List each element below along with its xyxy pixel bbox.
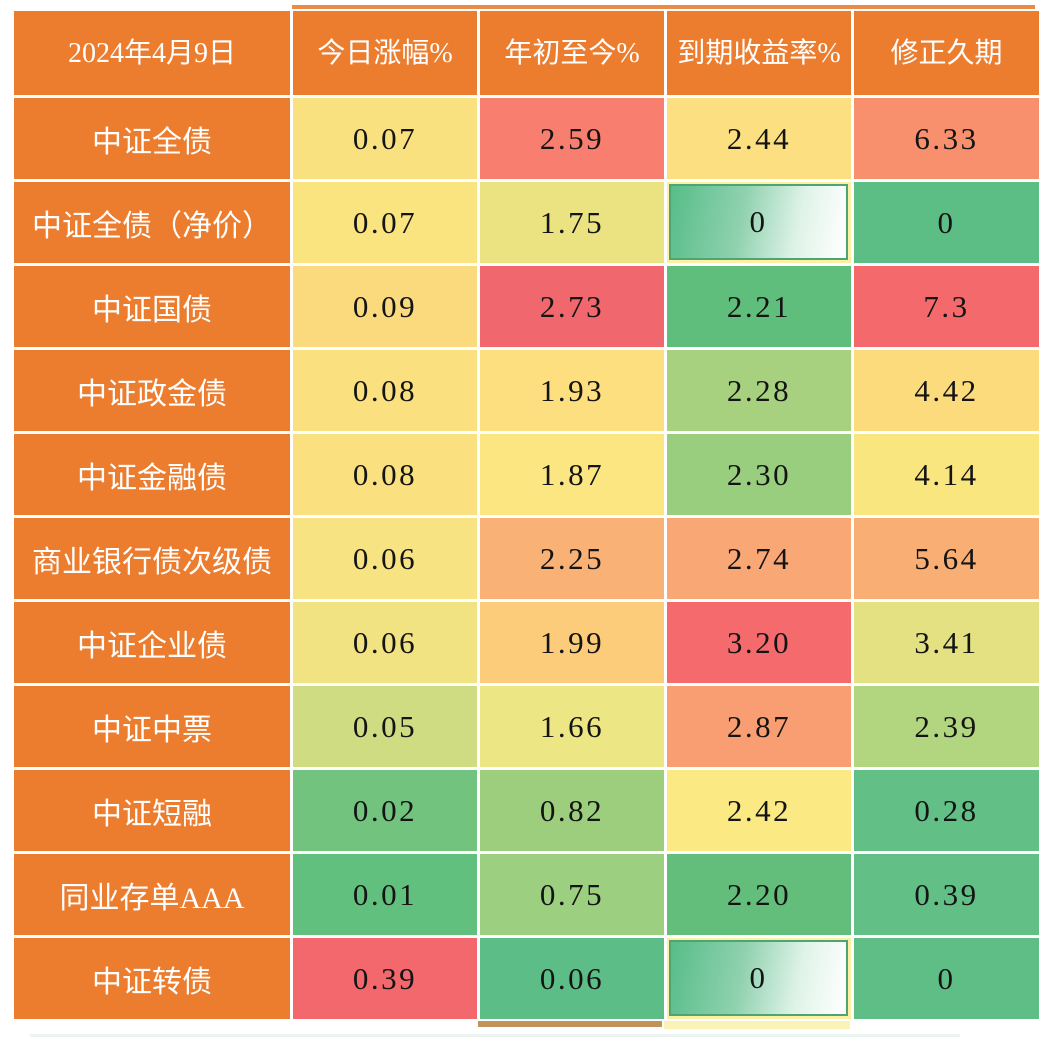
column-header-ytd: 年初至今% [480, 11, 664, 95]
value-cell: 2.21 [667, 266, 851, 347]
value-cell: 0.08 [293, 434, 477, 515]
gradient-bar-cell: 0 [667, 182, 851, 263]
gradient-data-bar: 0 [669, 940, 848, 1016]
value-cell: 2.39 [854, 686, 1039, 767]
value-cell: 1.93 [480, 350, 664, 431]
value-cell: 1.75 [480, 182, 664, 263]
gradient-bar-cell: 0 [667, 938, 851, 1019]
bond-index-table: 2024年4月9日 今日涨幅% 年初至今% 到期收益率% 修正久期 中证全债 0.… [14, 11, 1039, 1019]
value-cell: 0.07 [293, 182, 477, 263]
row-label: 中证企业债 [14, 602, 290, 683]
value-cell: 5.64 [854, 518, 1039, 599]
row-label: 商业银行债次级债 [14, 518, 290, 599]
column-header-yield-to-maturity: 到期收益率% [667, 11, 851, 95]
value-cell: 0.05 [293, 686, 477, 767]
value-cell: 0.39 [854, 854, 1039, 935]
value-cell: 0.02 [293, 770, 477, 851]
crop-artifact-top [292, 5, 1035, 9]
column-header-modified-duration: 修正久期 [854, 11, 1039, 95]
crop-artifact-bottom-left [478, 1021, 662, 1027]
value-cell: 2.74 [667, 518, 851, 599]
value-cell: 0.08 [293, 350, 477, 431]
row-label: 中证金融债 [14, 434, 290, 515]
date-header-cell: 2024年4月9日 [14, 11, 290, 95]
row-label: 中证短融 [14, 770, 290, 851]
gradient-data-bar: 0 [669, 184, 848, 260]
row-label: 中证中票 [14, 686, 290, 767]
value-cell: 2.28 [667, 350, 851, 431]
value-cell: 0.82 [480, 770, 664, 851]
value-cell: 2.59 [480, 98, 664, 179]
value-cell: 6.33 [854, 98, 1039, 179]
value-cell: 0.09 [293, 266, 477, 347]
row-label: 中证政金债 [14, 350, 290, 431]
row-label: 中证国债 [14, 266, 290, 347]
value-cell: 0.06 [293, 518, 477, 599]
value-cell: 4.14 [854, 434, 1039, 515]
value-cell: 0.01 [293, 854, 477, 935]
value-cell: 2.44 [667, 98, 851, 179]
column-header-daily-change: 今日涨幅% [293, 11, 477, 95]
value-cell: 7.3 [854, 266, 1039, 347]
crop-artifact-bottom-right [664, 1021, 850, 1029]
value-cell: 2.30 [667, 434, 851, 515]
row-label: 中证转债 [14, 938, 290, 1019]
value-cell: 2.42 [667, 770, 851, 851]
value-cell: 0 [854, 938, 1039, 1019]
value-cell: 0.28 [854, 770, 1039, 851]
value-cell: 0.06 [480, 938, 664, 1019]
row-label: 中证全债 [14, 98, 290, 179]
value-cell: 2.73 [480, 266, 664, 347]
value-cell: 0.75 [480, 854, 664, 935]
row-label: 同业存单AAA [14, 854, 290, 935]
value-cell: 0.39 [293, 938, 477, 1019]
value-cell: 2.87 [667, 686, 851, 767]
value-cell: 1.66 [480, 686, 664, 767]
crop-artifact-bottom-line [30, 1034, 960, 1037]
value-cell: 0 [854, 182, 1039, 263]
value-cell: 4.42 [854, 350, 1039, 431]
value-cell: 3.41 [854, 602, 1039, 683]
value-cell: 0.06 [293, 602, 477, 683]
value-cell: 1.99 [480, 602, 664, 683]
value-cell: 3.20 [667, 602, 851, 683]
value-cell: 1.87 [480, 434, 664, 515]
row-label: 中证全债（净价） [14, 182, 290, 263]
value-cell: 2.25 [480, 518, 664, 599]
value-cell: 0.07 [293, 98, 477, 179]
value-cell: 2.20 [667, 854, 851, 935]
